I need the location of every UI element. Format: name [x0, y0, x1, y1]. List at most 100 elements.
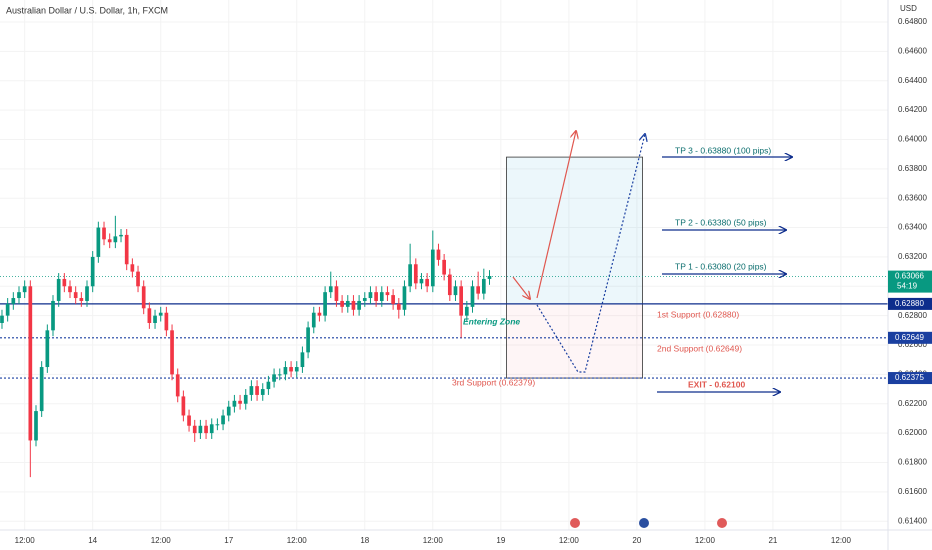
candle-body	[170, 330, 174, 375]
candle-body	[85, 286, 89, 301]
candle-body	[255, 386, 259, 395]
candle-body	[119, 234, 123, 237]
current-price-label: 0.63066	[895, 272, 924, 281]
candle-body	[481, 278, 486, 294]
candle-body	[204, 425, 208, 434]
candle-body	[102, 227, 106, 240]
candle-body	[215, 424, 220, 426]
profit-zone	[506, 157, 643, 304]
y-axis-label: USD	[900, 4, 917, 13]
loss-zone	[506, 303, 643, 379]
candle-body	[90, 256, 95, 287]
current-price-box	[888, 270, 932, 293]
candle-body	[385, 292, 390, 296]
candle-body	[209, 424, 214, 434]
candle-body	[379, 292, 384, 301]
candle-body	[447, 274, 452, 296]
candle-body	[362, 298, 367, 301]
candle-body	[232, 400, 237, 407]
x-tick-label: 20	[632, 536, 641, 545]
bull-arrow	[536, 131, 576, 299]
candle-body	[187, 415, 191, 426]
candle-body	[238, 400, 242, 404]
candle-body	[11, 298, 16, 304]
candle-body	[147, 308, 152, 323]
y-tick-label: 0.64400	[898, 76, 927, 85]
candle-body	[51, 300, 55, 331]
y-tick-label: 0.62200	[898, 399, 927, 408]
candle-body	[96, 227, 101, 257]
candle-body	[294, 367, 299, 372]
candle-body	[436, 249, 441, 260]
candle-body	[328, 286, 333, 293]
candle-body	[311, 312, 316, 328]
candle-body	[476, 286, 480, 294]
candle-body	[459, 286, 463, 316]
x-tick-label: 12:00	[287, 536, 308, 545]
candle-body	[266, 381, 271, 390]
candle-body	[113, 236, 118, 243]
candle-body	[243, 394, 248, 404]
candle-body	[34, 411, 38, 441]
y-tick-label: 0.64600	[898, 46, 927, 55]
candle-body	[453, 286, 458, 296]
candle-body	[289, 367, 293, 372]
candle-body	[306, 327, 310, 353]
entering-zone-label: Entering Zone	[463, 316, 520, 326]
candle-body	[79, 298, 84, 301]
candle-body	[45, 330, 50, 368]
candle-body	[153, 315, 157, 323]
candle-body	[107, 239, 112, 243]
candle-body	[181, 396, 186, 416]
candle-body	[357, 300, 361, 310]
tp-label: TP 3 - 0.63880 (100 pips)	[675, 145, 771, 155]
event-icon[interactable]	[717, 518, 727, 528]
candle-body	[425, 278, 429, 287]
candle-body	[277, 374, 282, 376]
candle-body	[487, 276, 492, 279]
candle-body	[368, 292, 373, 299]
candle-body	[158, 312, 163, 316]
y-tick-label: 0.64000	[898, 135, 927, 144]
event-icon[interactable]	[639, 518, 649, 528]
candle-body	[192, 425, 197, 434]
levels	[0, 276, 888, 379]
candle-body	[351, 300, 356, 310]
y-tick-label: 0.62800	[898, 311, 927, 320]
candle-body	[430, 249, 435, 287]
candle-body	[283, 367, 288, 375]
level-price-label: 0.62880	[895, 299, 924, 308]
level-price-label: 0.62649	[895, 333, 924, 342]
candle-body	[374, 292, 378, 301]
countdown-label: 54:19	[897, 282, 918, 291]
alt-path-arrow	[536, 134, 645, 373]
y-tick-label: 0.63800	[898, 164, 927, 173]
candle-body	[136, 271, 140, 287]
level-price-label: 0.62375	[895, 373, 924, 382]
entry-arrow	[512, 276, 530, 299]
support-label: 2nd Support (0.62649)	[657, 343, 742, 353]
candle-body	[164, 312, 169, 331]
candle-body	[470, 286, 475, 307]
level-price-box	[888, 297, 932, 310]
candle-body	[442, 259, 446, 275]
tp-label: TP 2 - 0.63380 (50 pips)	[675, 217, 767, 227]
x-tick-label: 12:00	[831, 536, 852, 545]
candle-body	[272, 374, 276, 382]
candle-body	[175, 374, 180, 397]
candle-body	[56, 278, 61, 301]
x-tick-label: 19	[496, 536, 505, 545]
candle-body	[226, 406, 231, 416]
y-tick-label: 0.63600	[898, 193, 927, 202]
candle-body	[73, 292, 78, 299]
event-icon[interactable]	[570, 518, 580, 528]
candle-body	[419, 278, 424, 284]
candle-body	[340, 300, 344, 307]
candle-body	[396, 303, 401, 310]
candle-body	[62, 278, 67, 287]
candle-body	[402, 286, 407, 310]
x-tick-label: 12:00	[423, 536, 444, 545]
candle-body	[464, 306, 469, 316]
candle-body	[0, 315, 4, 323]
